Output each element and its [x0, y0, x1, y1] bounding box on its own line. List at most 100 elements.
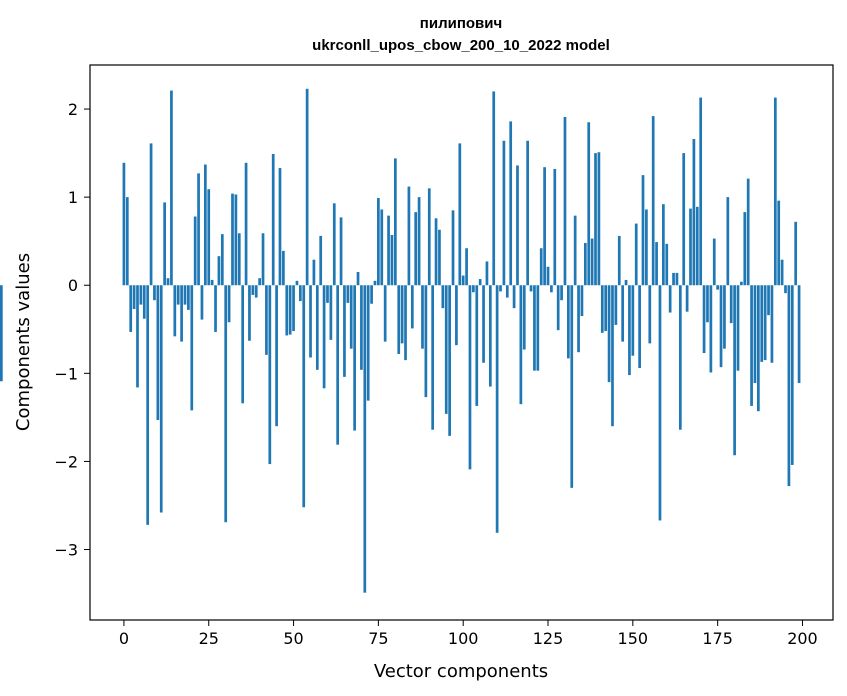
bar: [176, 285, 180, 305]
x-tick-label: 75: [368, 629, 388, 648]
bar: [767, 285, 770, 316]
bar: [580, 285, 584, 317]
bar: [288, 285, 292, 335]
bar: [353, 285, 356, 431]
bar: [227, 285, 231, 323]
bar: [417, 197, 421, 286]
bar: [298, 285, 302, 302]
bar: [241, 285, 245, 404]
bar: [139, 285, 143, 305]
bar: [539, 248, 543, 286]
bar: [702, 285, 706, 354]
bar: [387, 215, 390, 286]
bar: [271, 153, 275, 286]
bar: [251, 285, 255, 295]
bar: [309, 285, 312, 358]
bar: [424, 285, 428, 398]
bar: [604, 285, 608, 332]
bar: [797, 285, 801, 384]
bar: [729, 285, 733, 324]
bar: [787, 285, 791, 487]
bar: [763, 285, 767, 361]
bar: [587, 122, 591, 286]
bar: [733, 285, 736, 456]
bar: [292, 285, 295, 332]
bar: [166, 278, 170, 286]
bar: [794, 221, 798, 286]
bar: [614, 285, 618, 325]
bar: [699, 97, 703, 286]
y-tick-label: −1: [54, 364, 78, 383]
bar: [136, 285, 139, 388]
bar: [434, 218, 438, 286]
bar: [505, 285, 509, 298]
bar: [495, 285, 499, 533]
bar: [377, 198, 380, 286]
chart-title-line-1: пилипович: [420, 15, 502, 32]
bar: [492, 91, 496, 286]
bar: [404, 285, 407, 361]
x-axis-label: Vector components: [374, 661, 548, 682]
bar: [475, 285, 479, 406]
bar: [322, 285, 326, 389]
bar: [573, 215, 577, 286]
bar: [421, 285, 424, 349]
x-tick-label: 150: [618, 629, 649, 648]
bar: [214, 285, 217, 332]
bar: [651, 116, 655, 286]
bar: [451, 210, 455, 286]
y-tick-label: 1: [68, 188, 78, 207]
bar: [383, 285, 387, 342]
bar: [448, 285, 451, 436]
bar: [570, 285, 574, 488]
bar: [726, 197, 730, 286]
bar: [125, 197, 129, 286]
bar: [645, 209, 648, 286]
x-tick-label: 175: [702, 629, 733, 648]
bar: [207, 189, 211, 286]
bar: [349, 285, 353, 349]
bar: [220, 234, 224, 286]
bar: [217, 256, 221, 286]
bar: [187, 285, 190, 310]
bar: [390, 235, 394, 286]
bar: [190, 285, 194, 411]
bar: [268, 285, 272, 465]
bar: [149, 143, 153, 286]
bar: [662, 204, 665, 286]
bar: [583, 242, 587, 286]
bar: [458, 143, 462, 286]
bar: [695, 206, 699, 286]
y-tick-label: −2: [54, 452, 78, 471]
bar: [665, 243, 669, 286]
bar: [743, 212, 747, 286]
bar: [780, 259, 784, 286]
x-tick-label: 50: [283, 629, 303, 648]
bar: [193, 216, 197, 286]
bar: [441, 285, 445, 309]
bar: [509, 121, 513, 286]
bar: [750, 285, 753, 406]
bar: [790, 285, 794, 465]
bar: [397, 285, 401, 354]
x-tick-label: 0: [119, 629, 129, 648]
x-tick-label: 125: [533, 629, 564, 648]
bar: [431, 285, 435, 430]
bar: [224, 285, 228, 523]
chart-title-line-2: ukrconll_upos_cbow_200_10_2022 model: [312, 37, 610, 54]
bar: [678, 285, 682, 430]
x-tick-label: 100: [448, 629, 479, 648]
bar: [621, 285, 625, 342]
bar: [617, 235, 621, 286]
bar: [278, 168, 282, 286]
bar: [427, 188, 431, 286]
bar: [550, 285, 553, 293]
bar: [302, 285, 306, 508]
plot-frame: [89, 64, 834, 621]
bar: [468, 285, 472, 470]
bar: [0, 285, 3, 382]
bar: [305, 88, 309, 286]
bar: [156, 285, 160, 421]
bar: [336, 285, 340, 445]
